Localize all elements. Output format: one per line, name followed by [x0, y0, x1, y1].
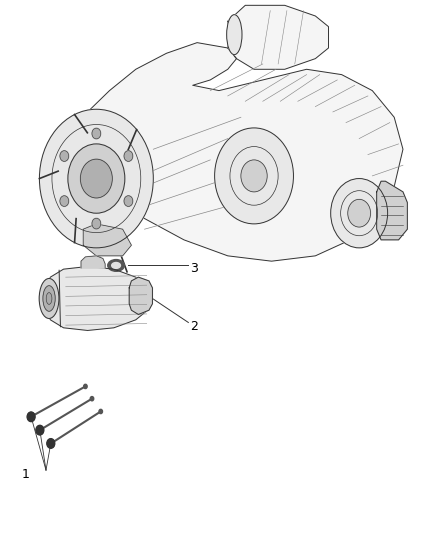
Circle shape [39, 109, 153, 248]
Ellipse shape [43, 286, 55, 311]
Circle shape [60, 196, 69, 206]
Ellipse shape [108, 260, 124, 271]
Circle shape [99, 409, 102, 414]
Circle shape [36, 425, 44, 435]
Circle shape [92, 219, 101, 229]
Polygon shape [83, 224, 131, 256]
Text: 1: 1 [22, 468, 30, 481]
Polygon shape [57, 43, 403, 261]
Circle shape [124, 196, 133, 206]
Polygon shape [228, 5, 328, 69]
Ellipse shape [112, 263, 120, 269]
Ellipse shape [46, 293, 52, 304]
Ellipse shape [39, 278, 59, 318]
Circle shape [92, 128, 101, 139]
Polygon shape [81, 256, 105, 268]
Circle shape [84, 384, 87, 389]
Circle shape [81, 159, 112, 198]
Circle shape [124, 151, 133, 161]
Circle shape [348, 199, 371, 227]
Polygon shape [129, 277, 152, 314]
Circle shape [47, 439, 55, 448]
Circle shape [27, 412, 35, 422]
Circle shape [68, 144, 125, 213]
Text: 3: 3 [191, 262, 198, 275]
Ellipse shape [227, 15, 242, 55]
Circle shape [241, 160, 267, 192]
Polygon shape [44, 266, 151, 330]
Circle shape [60, 151, 69, 161]
Circle shape [90, 397, 94, 401]
Polygon shape [377, 181, 407, 240]
Circle shape [331, 179, 388, 248]
Circle shape [215, 128, 293, 224]
Text: 2: 2 [191, 320, 198, 333]
